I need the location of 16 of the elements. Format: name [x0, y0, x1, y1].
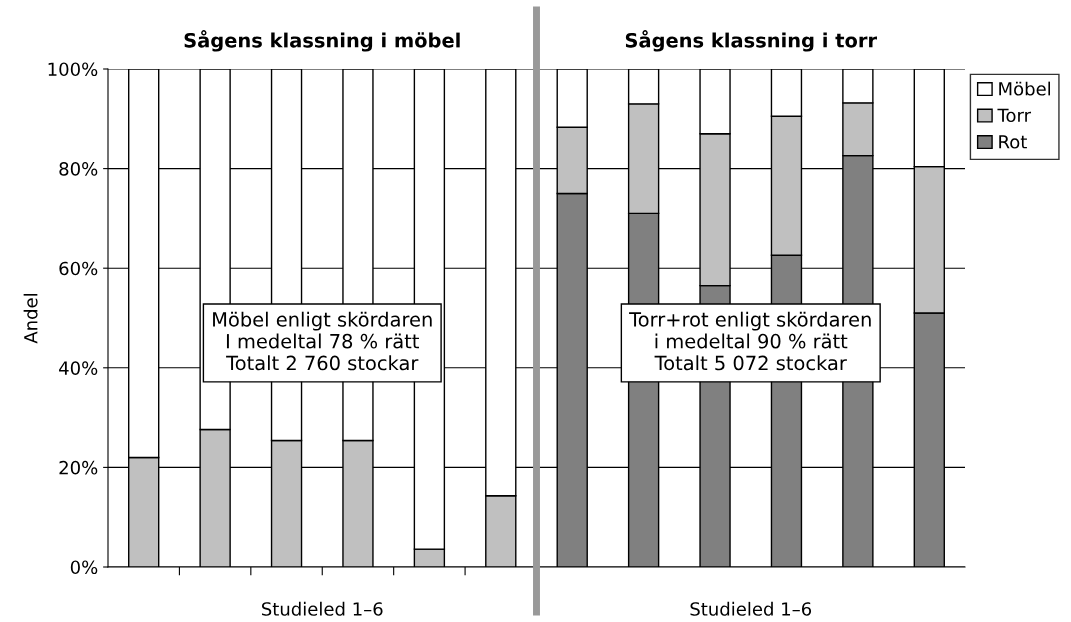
- legend-label: Rot: [999, 135, 1027, 149]
- text: Studieled 1–6: [690, 601, 812, 616]
- y-tick-label: 20%: [59, 460, 98, 475]
- y-tick-label: 60%: [59, 261, 98, 276]
- text: Sågens klassning i torr: [625, 30, 877, 52]
- annotation: Möbel enligt skördaren I medeltal 78 % rätt Totalt 2 760 stockar: [213, 311, 432, 371]
- annotation: Torr+rot enligt skördaren i medeltal 90 % rätt Totalt 5 072 stockar: [629, 311, 871, 371]
- legend-label: Torr: [997, 108, 1032, 123]
- text: Studieled 1–6: [261, 601, 383, 616]
- text: Sågens klassning i möbel: [184, 30, 460, 52]
- y-tick-label: 80%: [59, 162, 98, 176]
- y-tick-label: 0%: [70, 560, 98, 575]
- y-tick-label: 100%: [48, 62, 98, 77]
- y-axis-title: Andel: [23, 294, 38, 344]
- legend-label: Möbel: [999, 81, 1051, 96]
- y-tick-label: 40%: [59, 361, 98, 375]
